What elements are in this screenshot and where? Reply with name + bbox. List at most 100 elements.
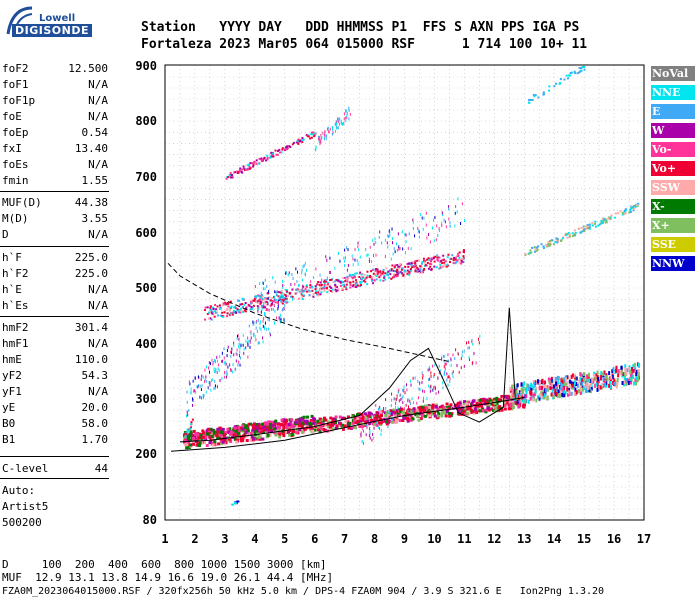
echo-point bbox=[588, 226, 591, 229]
echo-point bbox=[623, 372, 626, 377]
echo-point bbox=[266, 156, 269, 159]
echo-point bbox=[252, 423, 256, 427]
echo-point bbox=[579, 372, 582, 377]
echo-point bbox=[253, 297, 256, 300]
echo-point bbox=[469, 407, 473, 411]
echo-point bbox=[546, 385, 549, 390]
echo-point bbox=[227, 349, 229, 353]
echo-point bbox=[254, 296, 257, 299]
echo-point bbox=[508, 400, 512, 404]
echo-point bbox=[347, 276, 349, 280]
echo-point bbox=[239, 437, 243, 441]
echo-point bbox=[481, 407, 485, 411]
echo-point bbox=[584, 384, 587, 389]
echo-point bbox=[186, 428, 189, 431]
echo-point bbox=[308, 422, 312, 426]
echo-point bbox=[233, 353, 235, 357]
echo-point bbox=[581, 387, 584, 392]
echo-point bbox=[571, 385, 574, 390]
param-value-6: N/A bbox=[88, 158, 108, 171]
echo-point bbox=[416, 408, 420, 412]
echo-point bbox=[433, 414, 437, 418]
echo-point bbox=[203, 436, 207, 440]
echo-point bbox=[445, 406, 449, 410]
echo-point bbox=[366, 253, 368, 257]
echo-point bbox=[596, 381, 599, 386]
echo-point bbox=[433, 260, 436, 263]
echo-point bbox=[472, 361, 474, 365]
echo-point bbox=[635, 372, 638, 377]
echo-point bbox=[350, 425, 354, 429]
echo-point bbox=[561, 379, 564, 384]
echo-point bbox=[432, 218, 434, 222]
echo-point bbox=[337, 117, 339, 121]
echo-point bbox=[361, 427, 363, 431]
echo-point bbox=[226, 438, 230, 442]
echo-point bbox=[591, 377, 594, 382]
param-value-9: 3.55 bbox=[81, 212, 109, 225]
echo-point bbox=[274, 291, 277, 294]
echo-point bbox=[441, 224, 443, 228]
echo-point bbox=[399, 393, 401, 397]
echo-point bbox=[243, 351, 245, 355]
echo-point bbox=[195, 390, 197, 394]
echo-point bbox=[566, 392, 569, 397]
echo-point bbox=[403, 407, 405, 411]
echo-point bbox=[363, 429, 365, 433]
echo-point bbox=[443, 365, 445, 369]
echo-point bbox=[594, 222, 597, 225]
x-tick-label: 7 bbox=[341, 532, 348, 546]
echo-point bbox=[250, 332, 252, 336]
param-label-22: B1 bbox=[2, 433, 16, 446]
echo-point bbox=[239, 363, 241, 367]
echo-point bbox=[391, 276, 394, 279]
echo-point bbox=[422, 227, 424, 231]
echo-point bbox=[384, 255, 386, 259]
echo-point bbox=[485, 408, 489, 412]
echo-point bbox=[597, 377, 600, 382]
echo-point bbox=[275, 294, 278, 297]
echo-point bbox=[364, 280, 367, 283]
echo-point bbox=[479, 334, 481, 338]
echo-point bbox=[419, 268, 422, 271]
echo-point bbox=[503, 395, 507, 399]
echo-point bbox=[335, 285, 338, 288]
echo-point bbox=[319, 425, 323, 429]
echo-point bbox=[212, 428, 216, 432]
echo-point bbox=[260, 310, 262, 314]
echo-point bbox=[375, 274, 378, 277]
echo-point bbox=[371, 422, 373, 426]
echo-point bbox=[601, 382, 604, 387]
echo-point bbox=[187, 434, 191, 438]
echo-point bbox=[372, 238, 374, 242]
echo-point bbox=[408, 270, 411, 273]
echo-point bbox=[190, 387, 192, 391]
echo-point bbox=[416, 414, 420, 418]
echo-point bbox=[341, 287, 344, 290]
echo-point bbox=[512, 402, 515, 407]
echo-point bbox=[388, 420, 390, 424]
echo-point bbox=[603, 218, 606, 221]
echo-point bbox=[229, 176, 232, 179]
echo-point bbox=[410, 264, 413, 267]
echo-point bbox=[238, 360, 240, 364]
echo-point bbox=[275, 316, 277, 320]
echo-point bbox=[301, 278, 303, 282]
echo-point bbox=[276, 423, 280, 427]
echo-point bbox=[208, 441, 212, 445]
echo-point bbox=[385, 420, 389, 424]
echo-point bbox=[554, 391, 557, 396]
echo-point bbox=[522, 404, 526, 408]
echo-point bbox=[637, 362, 640, 367]
echo-point bbox=[262, 282, 264, 286]
param-label-1: foF1 bbox=[2, 78, 29, 91]
echo-point bbox=[294, 418, 298, 422]
echo-point bbox=[435, 266, 438, 269]
echo-point bbox=[421, 216, 423, 220]
echo-point bbox=[346, 112, 348, 116]
echo-point bbox=[444, 367, 446, 371]
echo-point bbox=[398, 265, 401, 268]
echo-point bbox=[218, 369, 220, 373]
echo-point bbox=[528, 98, 531, 101]
param-label-14: h`Es bbox=[2, 299, 29, 312]
